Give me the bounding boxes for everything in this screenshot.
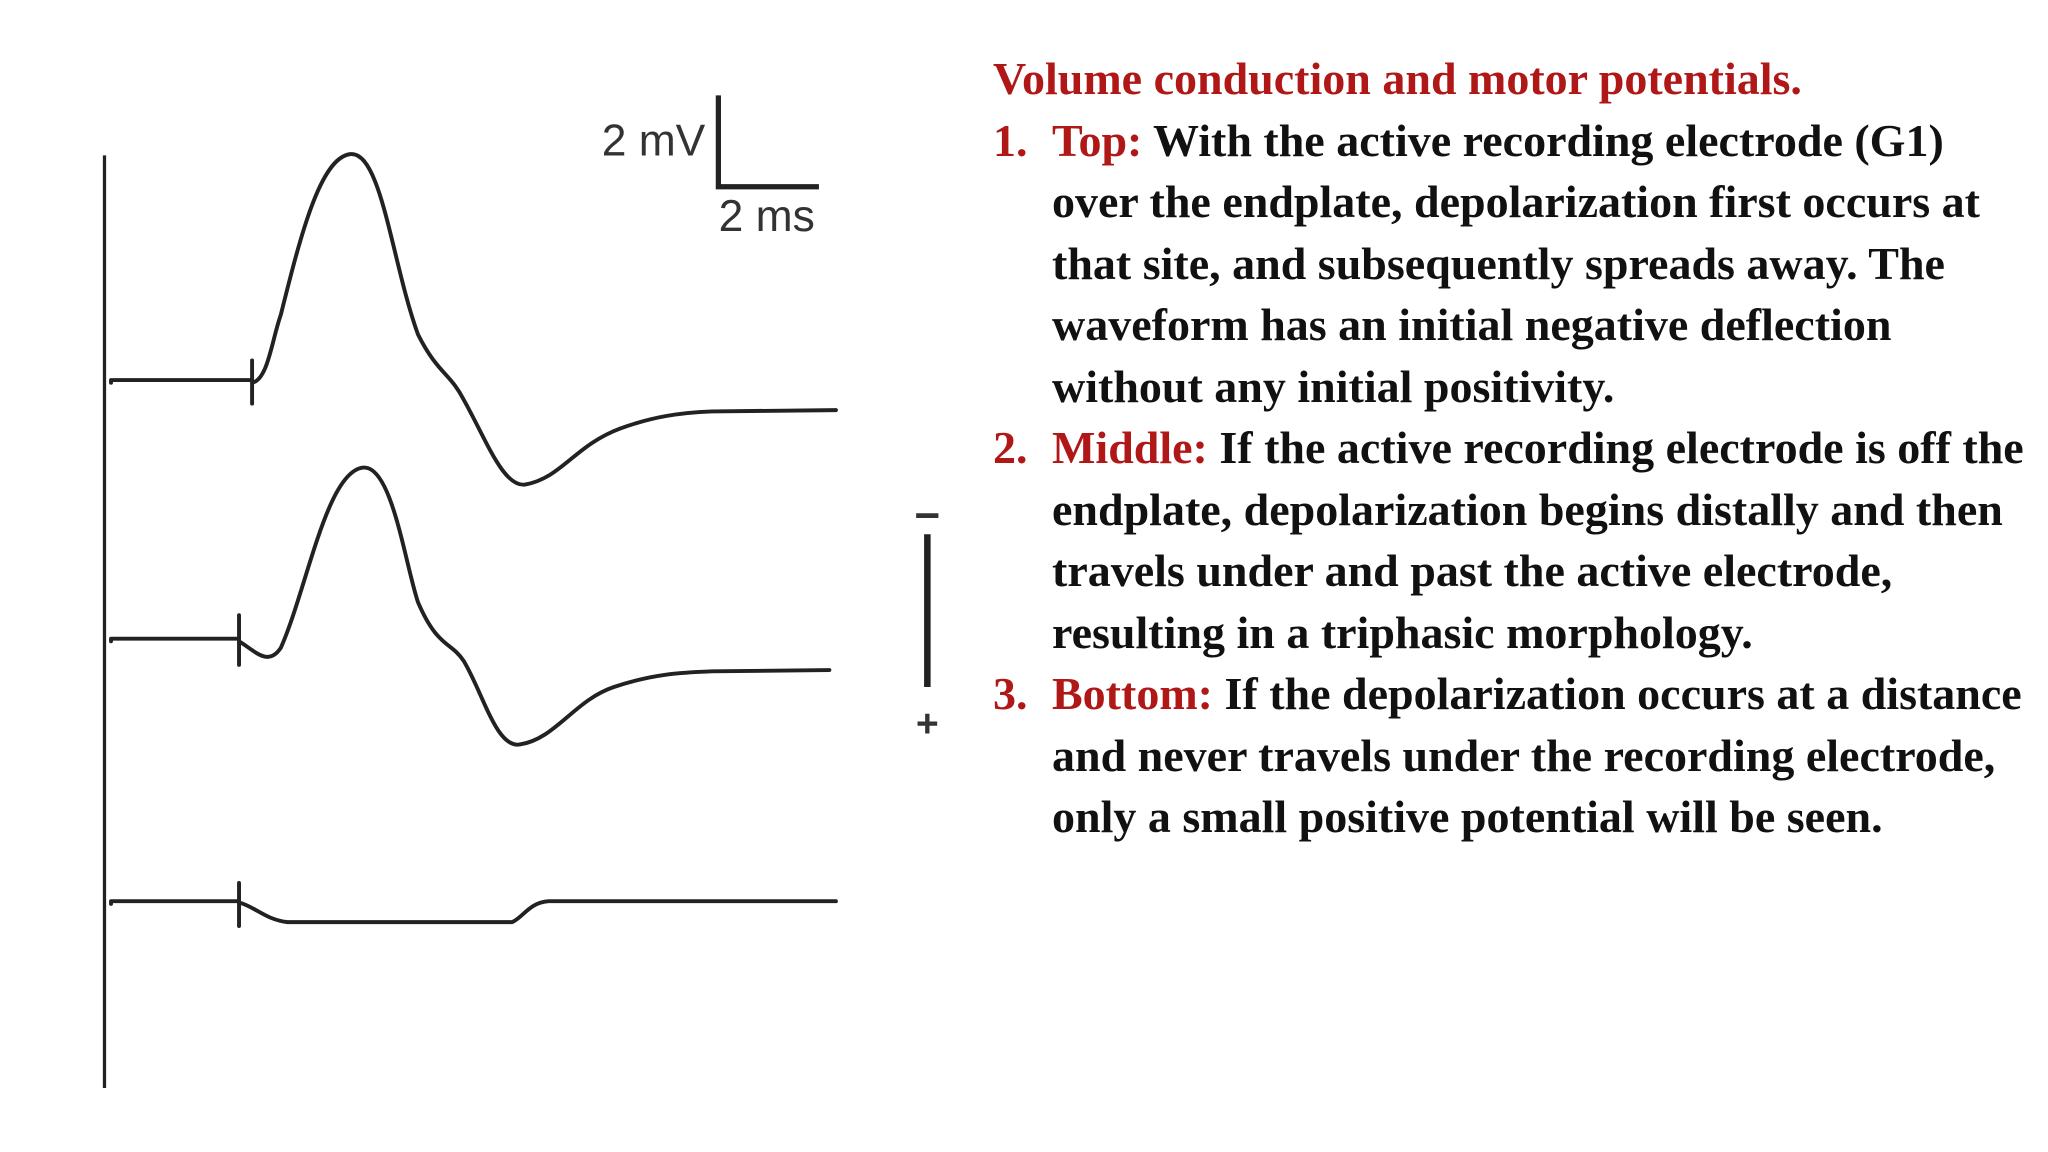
item-label: Bottom: bbox=[1052, 668, 1213, 719]
top-trace bbox=[109, 152, 838, 487]
text-block: Volume conduction and motor potentials. … bbox=[993, 48, 2033, 848]
item-text: If the depolarization occurs at a distan… bbox=[1052, 668, 2022, 842]
title: Volume conduction and motor potentials. bbox=[993, 53, 1802, 104]
item-number: 2. bbox=[993, 422, 1028, 473]
middle-trace bbox=[109, 465, 832, 747]
item-label: Middle: bbox=[1052, 422, 1208, 473]
scale-time: 2 ms bbox=[719, 192, 815, 241]
item-text: If the active recording electrode is off… bbox=[1052, 422, 2024, 658]
list-item: 1. Top: With the active recording electr… bbox=[993, 110, 2033, 418]
electrode-negative: − bbox=[914, 491, 940, 540]
item-label: Top: bbox=[1052, 114, 1143, 166]
bottom-trace bbox=[109, 880, 838, 928]
scale-voltage: 2 mV bbox=[602, 116, 706, 165]
list-item: 3. Bottom: If the depolarization occurs … bbox=[993, 663, 2033, 848]
item-text: With the active recording electrode (G1)… bbox=[1052, 114, 1980, 412]
item-number: 1. bbox=[993, 114, 1028, 166]
scale-bar bbox=[715, 95, 819, 190]
electrode-positive: + bbox=[916, 703, 939, 746]
list-item: 2. Middle: If the active recording elect… bbox=[993, 417, 2033, 663]
item-number: 3. bbox=[993, 668, 1028, 719]
